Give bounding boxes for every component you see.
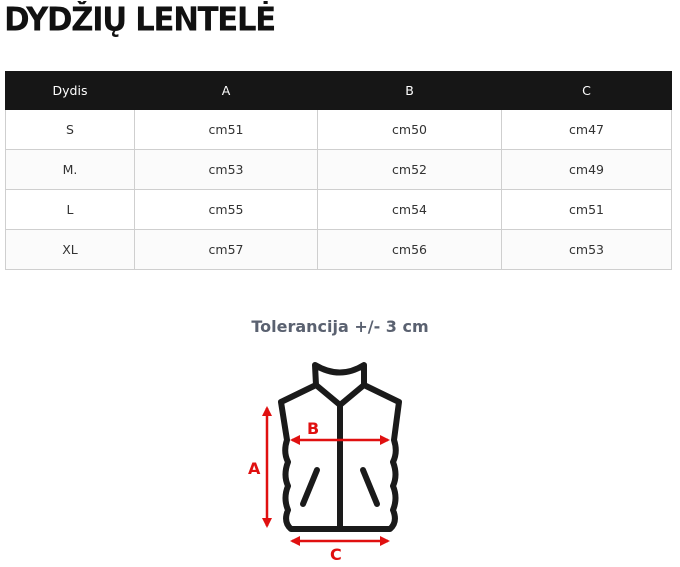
table-cell: cm51 xyxy=(134,109,318,150)
vest-icon xyxy=(278,362,402,532)
table-cell: cm49 xyxy=(501,149,672,190)
table-cell: cm51 xyxy=(501,189,672,230)
table-header-row: Dydis A B C xyxy=(5,71,672,110)
header-cell: A xyxy=(134,71,318,110)
size-cell: L xyxy=(5,189,135,230)
size-cell: M. xyxy=(5,149,135,190)
table-cell: cm54 xyxy=(317,189,502,230)
table-cell: cm50 xyxy=(317,109,502,150)
table-cell: cm53 xyxy=(501,229,672,270)
size-cell: S xyxy=(5,109,135,150)
table-cell: cm53 xyxy=(134,149,318,190)
label-c: C xyxy=(330,545,342,564)
size-cell: XL xyxy=(5,229,135,270)
table-cell: cm52 xyxy=(317,149,502,190)
table-row: L cm55 cm54 cm51 xyxy=(5,189,672,230)
header-cell: C xyxy=(501,71,672,110)
tolerance-text: Tolerancija +/- 3 cm xyxy=(251,317,429,336)
table-row: XL cm57 cm56 cm53 xyxy=(5,229,672,270)
page-title: DYDŽIŲ LENTELĖ xyxy=(4,1,276,39)
header-cell: B xyxy=(317,71,502,110)
table-cell: cm47 xyxy=(501,109,672,150)
table-row: S cm51 cm50 cm47 xyxy=(5,109,672,150)
label-a: A xyxy=(248,459,261,478)
header-cell: Dydis xyxy=(5,71,135,110)
size-table: Dydis A B C S cm51 cm50 cm47 M. cm53 cm5… xyxy=(5,71,672,270)
label-b: B xyxy=(307,419,319,438)
table-row: M. cm53 cm52 cm49 xyxy=(5,149,672,190)
table-cell: cm57 xyxy=(134,229,318,270)
